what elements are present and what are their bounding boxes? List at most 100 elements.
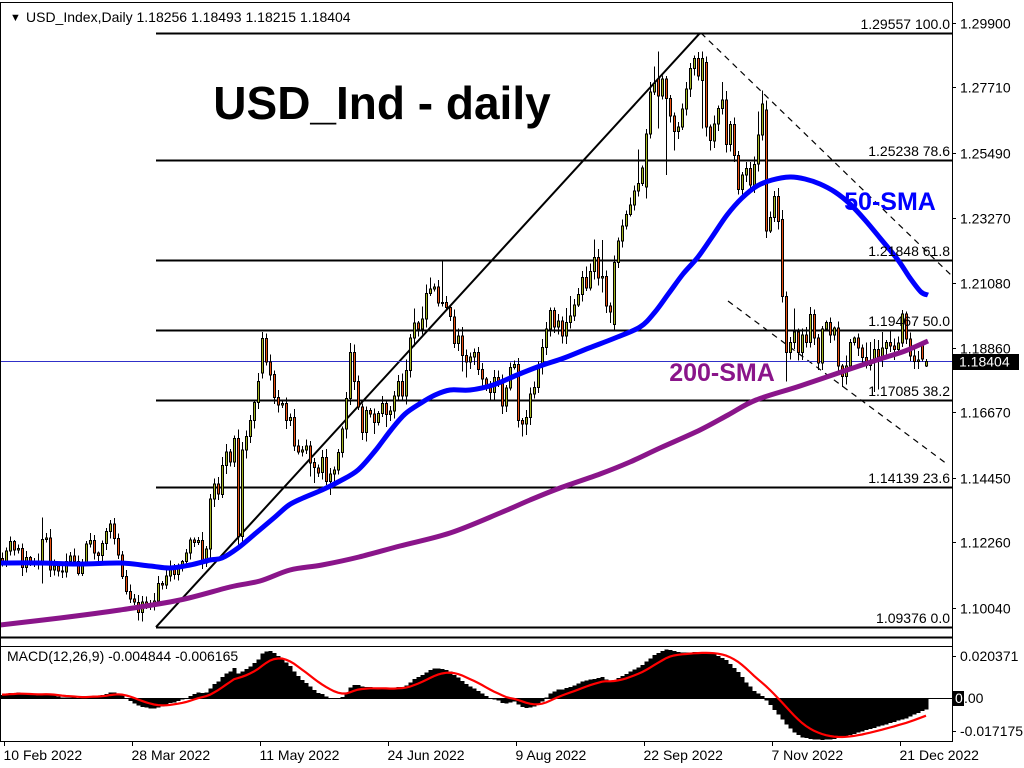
candle-body[interactable] [753,163,756,186]
candle-body[interactable] [825,322,828,330]
candle-body[interactable] [301,449,304,453]
candle-body[interactable] [241,449,244,537]
candle-body[interactable] [589,271,592,289]
candle-body[interactable] [13,541,16,551]
rising-trendline[interactable] [155,32,701,628]
candle-body[interactable] [113,523,116,540]
candle-body[interactable] [105,531,108,545]
candle-body[interactable] [501,381,504,407]
candle-body[interactable] [817,337,820,364]
candle-body[interactable] [797,331,800,354]
candle-body[interactable] [741,174,744,190]
candle-body[interactable] [289,416,292,421]
candle-body[interactable] [129,591,132,600]
candle-body[interactable] [233,438,236,463]
candle-body[interactable] [901,313,904,344]
candle-body[interactable] [905,313,908,340]
candle-body[interactable] [397,381,400,397]
candle-body[interactable] [737,155,740,190]
candle-body[interactable] [577,293,580,306]
candle-body[interactable] [913,355,916,363]
candle-body[interactable] [109,523,112,533]
candle-body[interactable] [657,78,660,97]
candle-body[interactable] [597,256,600,279]
candle-body[interactable] [421,318,424,330]
candle-body[interactable] [769,216,772,232]
candle-body[interactable] [385,403,388,416]
candle-body[interactable] [729,124,732,146]
candle-body[interactable] [217,483,220,495]
candle-body[interactable] [445,302,448,308]
candle-body[interactable] [749,168,752,186]
candle-body[interactable] [565,322,568,337]
candle-body[interactable] [681,108,684,128]
candle-body[interactable] [793,331,796,343]
candle-body[interactable] [61,570,64,573]
candle-body[interactable] [125,575,128,593]
candle-body[interactable] [357,381,360,408]
candle-body[interactable] [505,387,508,407]
candle-body[interactable] [885,341,888,349]
candle-body[interactable] [265,338,268,363]
candle-body[interactable] [437,286,440,304]
candle-body[interactable] [701,57,704,81]
candle-body[interactable] [673,115,676,132]
candle-body[interactable] [297,445,300,453]
candle-body[interactable] [649,91,652,135]
candle-body[interactable] [237,438,240,537]
candle-body[interactable] [709,126,712,142]
candle-body[interactable] [549,310,552,330]
price-axis[interactable]: 1.29900 1.27710 1.25490 1.23270 1.21080 1.188… [952,16,1011,617]
candle-body[interactable] [573,304,576,317]
candle-body[interactable] [569,315,572,324]
candle-body[interactable] [337,452,340,471]
candle-body[interactable] [209,498,212,550]
candle-body[interactable] [621,225,624,242]
candle-body[interactable] [457,335,460,344]
time-axis[interactable]: 10 Feb 2022 28 Mar 2022 11 May 2022 24 Jun … [4,742,980,763]
candle-body[interactable] [429,288,432,294]
candle-body[interactable] [57,565,60,572]
candle-body[interactable] [849,342,852,367]
candle-body[interactable] [317,467,320,474]
candle-body[interactable] [45,537,48,541]
sma-50-line[interactable] [0,174,929,571]
candle-body[interactable] [877,349,880,358]
candle-body[interactable] [309,445,312,464]
dashed-trendline-1[interactable] [700,32,953,277]
candle-body[interactable] [85,543,88,564]
candle-body[interactable] [225,451,228,467]
candle-body[interactable] [165,575,168,586]
candle-body[interactable] [117,538,120,556]
candle-body[interactable] [725,99,728,146]
candle-body[interactable] [601,275,604,279]
candle-body[interactable] [829,322,832,336]
candle-body[interactable] [229,451,232,463]
candle-body[interactable] [733,124,736,156]
candle-body[interactable] [249,419,252,438]
candle-body[interactable] [17,547,20,551]
candle-body[interactable] [765,109,768,232]
candle-body[interactable] [629,204,632,215]
candle-body[interactable] [285,402,288,421]
candle-body[interactable] [341,428,344,454]
candle-body[interactable] [669,97,672,117]
candle-body[interactable] [133,598,136,603]
candle-body[interactable] [469,356,472,363]
candle-body[interactable] [413,322,416,339]
candle-body[interactable] [353,351,356,382]
candle-body[interactable] [269,361,272,376]
candle-body[interactable] [545,328,548,348]
candle-body[interactable] [321,457,324,474]
candle-body[interactable] [517,363,520,422]
candle-body[interactable] [157,582,160,602]
candle-body[interactable] [213,483,216,500]
candle-body[interactable] [393,395,396,412]
candle-body[interactable] [281,402,284,406]
candle-body[interactable] [409,337,412,372]
candle-body[interactable] [925,360,928,367]
candle-body[interactable] [417,322,420,330]
candle-body[interactable] [521,420,524,425]
candle-body[interactable] [121,554,124,577]
